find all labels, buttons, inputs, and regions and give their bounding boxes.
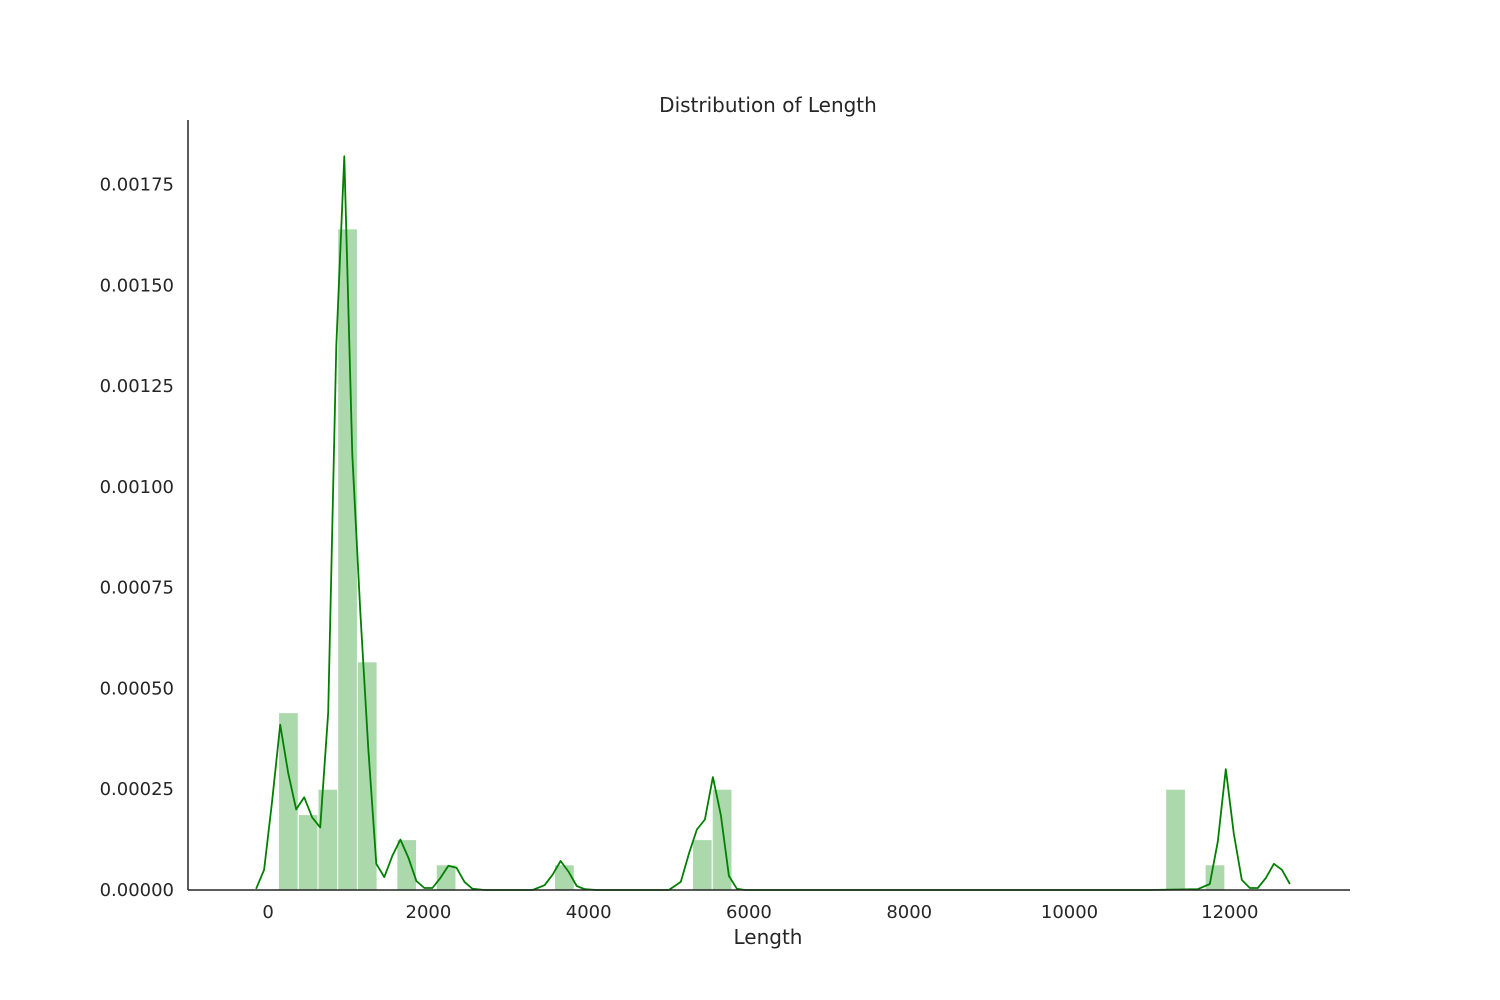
x-tick-label: 4000 (566, 902, 612, 923)
chart-title: Distribution of Length (659, 93, 877, 117)
y-tick-label: 0.00150 (100, 275, 174, 296)
x-tick-label: 10000 (1041, 902, 1098, 923)
y-tick-label: 0.00175 (100, 175, 174, 196)
y-tick-label: 0.00100 (100, 477, 174, 498)
x-tick-labels: 0 2000 4000 6000 8000 10000 12000 (262, 902, 1258, 923)
y-tick-label: 0.00000 (100, 880, 174, 901)
histogram-bars (278, 228, 1226, 891)
histogram-bar (1165, 788, 1186, 891)
histogram-bar (297, 814, 319, 891)
y-tick-label: 0.00075 (100, 578, 174, 599)
x-axis-label: Length (734, 925, 803, 949)
kde-curve-group (255, 155, 1291, 891)
x-tick-label: 8000 (886, 902, 932, 923)
y-tick-labels: 0.00000 0.00025 0.00050 0.00075 0.00100 0.001… (100, 175, 174, 901)
x-tick-label: 2000 (406, 902, 452, 923)
histogram-bar (396, 839, 418, 891)
histogram-bar (692, 839, 713, 891)
x-tick-label: 12000 (1201, 902, 1258, 923)
histogram-bar (356, 661, 378, 891)
x-tick-label: 0 (262, 902, 273, 923)
y-tick-label: 0.00125 (100, 376, 174, 397)
x-tick-label: 6000 (726, 902, 772, 923)
kde-curve (255, 155, 1291, 891)
y-tick-label: 0.00025 (100, 779, 174, 800)
histogram-bar (337, 228, 358, 891)
y-tick-label: 0.00050 (100, 678, 174, 699)
histogram-bar (1204, 864, 1226, 891)
